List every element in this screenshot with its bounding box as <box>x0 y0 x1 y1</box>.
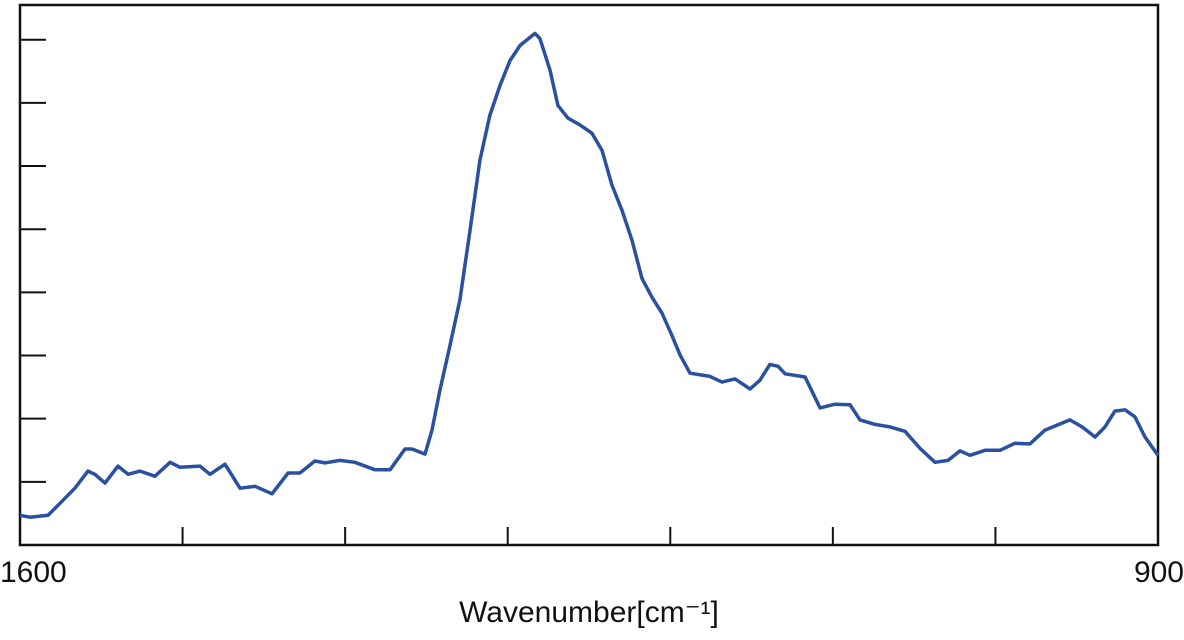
spectrum-line <box>19 31 1160 519</box>
x-axis-label: Wavenumber[cm⁻¹] <box>459 596 719 629</box>
x-tick-label: 900 <box>1134 556 1184 589</box>
x-tick-label: 1600 <box>0 556 67 589</box>
plot-frame <box>18 3 1160 547</box>
